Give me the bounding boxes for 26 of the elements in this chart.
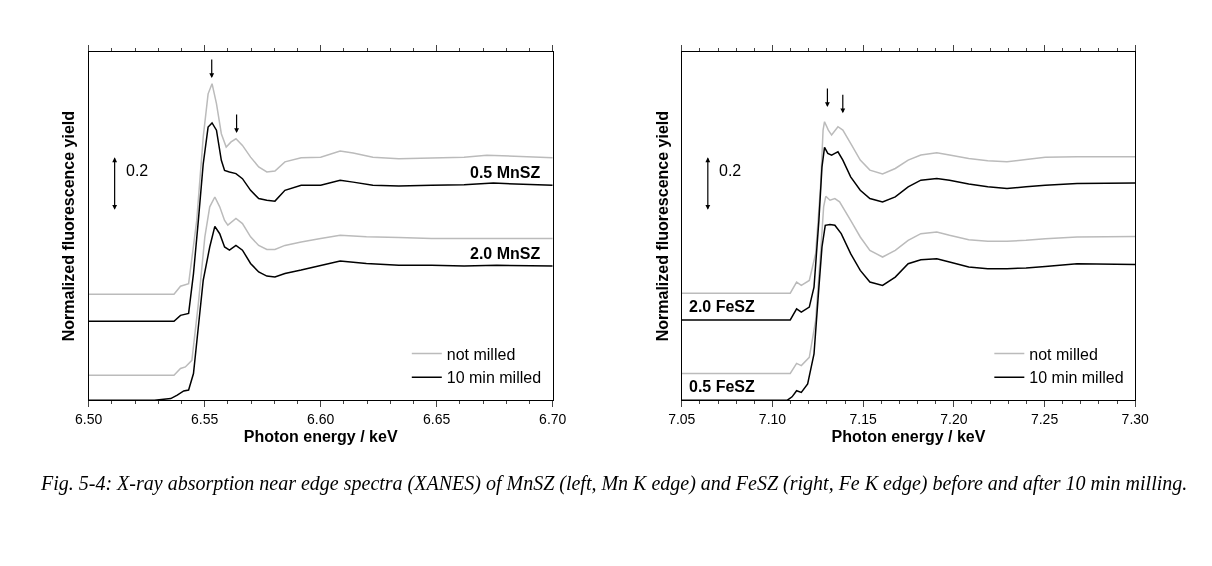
caption: Fig. 5-4: X-ray absorption near edge spectra (XANES) of MnSZ (left, Mn K edge) and FeSZ (right, Fe K edge) before and after 10 min milling. [40, 472, 1188, 495]
legend-label: not milled [446, 345, 516, 363]
annotation: 0.2 [719, 162, 742, 179]
y-axis-title: Normalized fluorescence yield [653, 110, 671, 342]
x-tick-label: 6.50 [74, 411, 103, 428]
annotation: 0.5 FeSZ [689, 378, 756, 395]
x-tick-label: 7.10 [758, 411, 787, 428]
x-tick-label: 6.70 [539, 411, 567, 428]
x-axis-title: Photon energy / keV [831, 427, 986, 445]
x-tick-label: 7.05 [668, 411, 696, 428]
annotation: 2.0 MnSZ [470, 245, 541, 262]
annotation: 0.2 [126, 162, 149, 179]
y-axis-title: Normalized fluorescence yield [60, 110, 78, 342]
annotation: 0.5 MnSZ [470, 164, 541, 181]
x-tick-label: 7.15 [849, 411, 877, 428]
x-tick-label: 6.65 [423, 411, 451, 428]
x-tick-label: 7.20 [940, 411, 968, 428]
x-tick-label: 6.55 [191, 411, 219, 428]
x-tick-label: 7.25 [1030, 411, 1059, 428]
legend-label: not milled [1029, 345, 1098, 363]
x-tick-label: 7.30 [1121, 411, 1150, 428]
legend-label: 10 min milled [1029, 369, 1124, 387]
x-tick-label: 6.60 [307, 411, 335, 428]
x-axis-title: Photon energy / keV [243, 427, 398, 445]
annotation: 2.0 FeSZ [689, 298, 756, 315]
legend-label: 10 min milled [446, 369, 542, 387]
